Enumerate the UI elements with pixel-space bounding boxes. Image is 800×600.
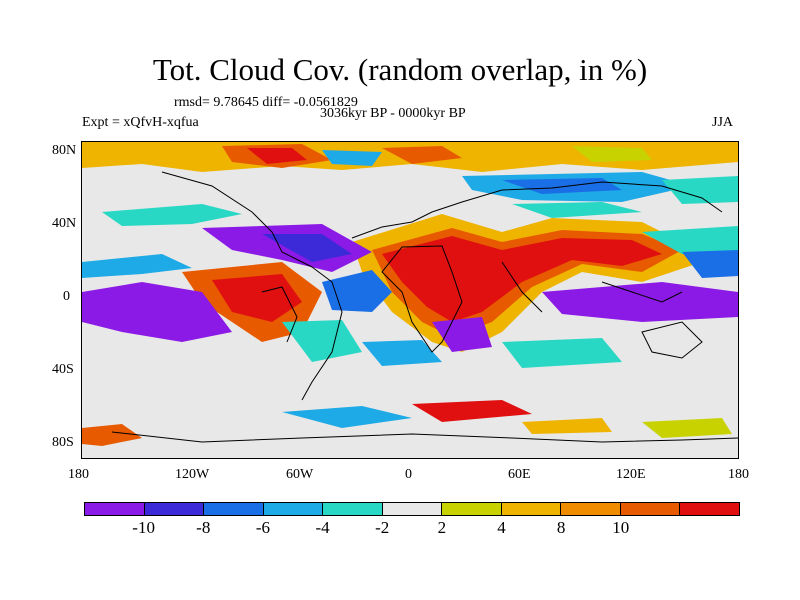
- lon-label: 180: [68, 467, 89, 482]
- lat-label: 80S: [52, 435, 74, 450]
- colorbar-label: -4: [315, 518, 330, 537]
- season-label: JJA: [712, 115, 734, 130]
- colorbar-swatch: [144, 503, 205, 515]
- colorbar-label: -6: [255, 518, 270, 537]
- lon-label: 120W: [175, 467, 210, 482]
- lat-label: 40N: [52, 216, 77, 231]
- colorbar-label: 8: [556, 518, 566, 537]
- colorbar-swatch: [561, 503, 621, 515]
- world-map: [81, 141, 739, 459]
- colorbar-label: -10: [132, 518, 155, 537]
- lat-label: 80N: [52, 143, 77, 158]
- colorbar-swatch: [382, 503, 443, 515]
- colorbar: [84, 502, 740, 516]
- lon-label: 60W: [286, 467, 314, 482]
- colorbar-swatch: [442, 503, 502, 515]
- period-text: 3036kyr BP - 0000kyr BP: [320, 106, 466, 121]
- experiment-label: Expt = xQfvH-xqfua: [82, 115, 199, 130]
- map-title: Tot. Cloud Cov. (random overlap, in %): [152, 52, 648, 87]
- lat-label: 40S: [52, 362, 74, 377]
- colorbar-label: 4: [497, 518, 506, 537]
- lon-label: 180: [728, 467, 749, 482]
- colorbar-label: 2: [437, 518, 447, 537]
- colorbar-swatch: [501, 503, 562, 515]
- colorbar-swatch: [204, 503, 264, 515]
- colorbar-swatch: [620, 503, 681, 515]
- colorbar-swatch: [680, 503, 740, 515]
- colorbar-swatch: [85, 503, 145, 515]
- lon-label: 60E: [508, 467, 531, 482]
- anomaly-field: [82, 142, 738, 458]
- lat-label: 0: [63, 289, 70, 304]
- lon-label: 120E: [616, 467, 646, 482]
- colorbar-label: -2: [375, 518, 390, 537]
- colorbar-label: 10: [612, 518, 630, 537]
- stats-text: rmsd= 9.78645 diff= -0.0561829: [174, 95, 358, 110]
- colorbar-swatch: [263, 503, 324, 515]
- colorbar-swatch: [323, 503, 383, 515]
- colorbar-label: -8: [196, 518, 211, 537]
- lon-label: 0: [405, 467, 412, 482]
